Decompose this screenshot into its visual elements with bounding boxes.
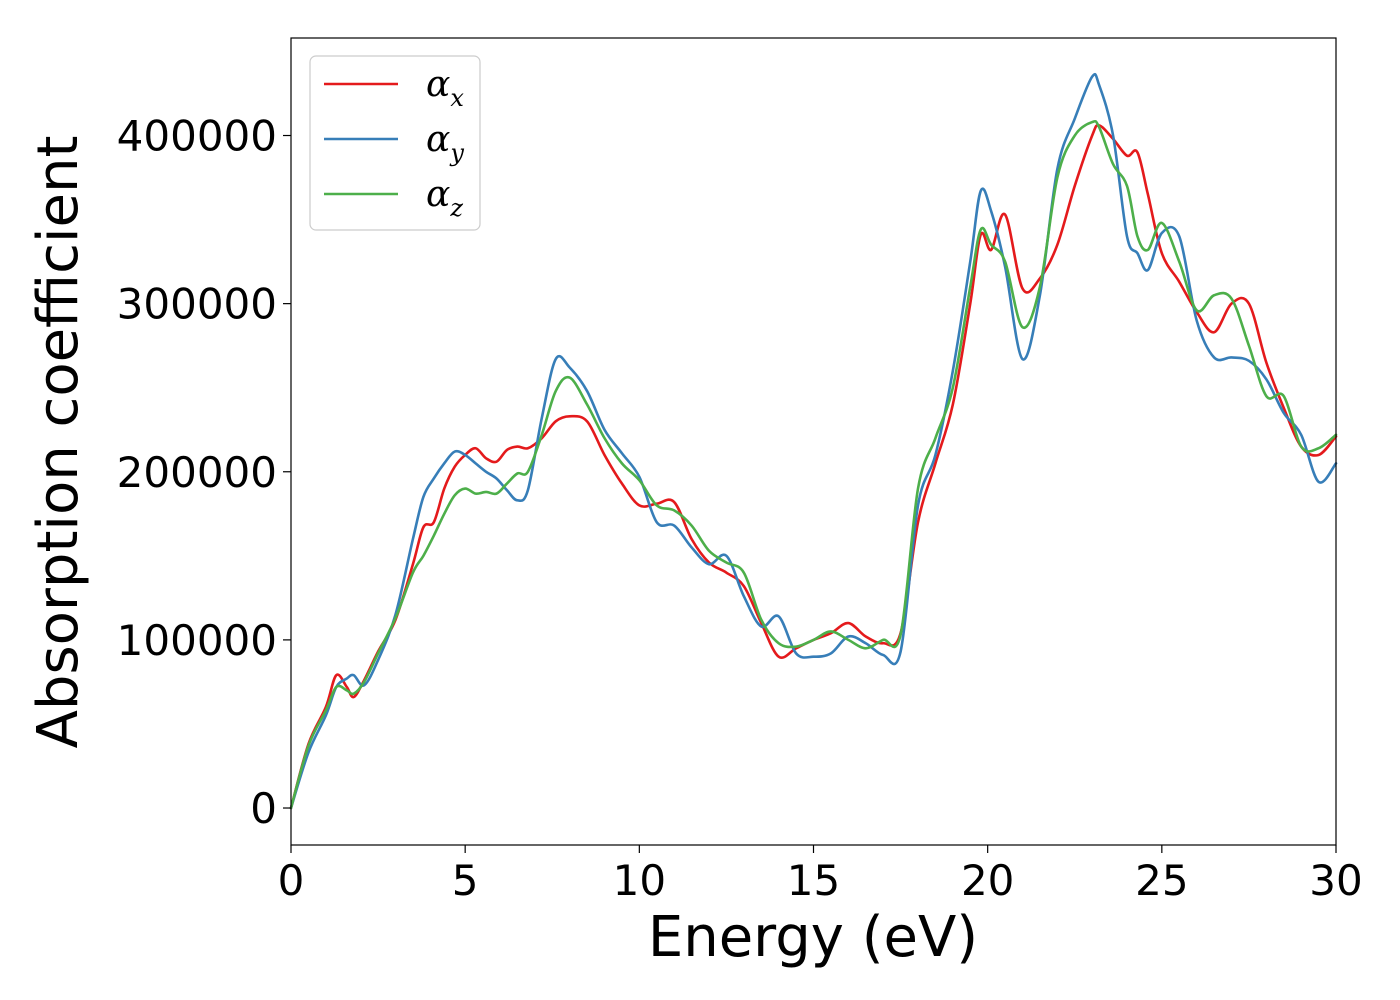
y-tick-label: 100000: [117, 616, 277, 665]
legend-label-x: αx: [426, 64, 464, 112]
x-tick-label: 0: [278, 856, 305, 905]
legend-box: [309, 55, 481, 231]
legend: αx αy αz: [309, 55, 481, 231]
y-tick-label: 300000: [117, 280, 277, 329]
x-tick-label: 10: [613, 856, 666, 905]
y-tick-label: 0: [250, 784, 277, 833]
legend-label-z: αz: [426, 174, 463, 222]
legend-label-y: αy: [426, 119, 464, 167]
x-tick-label: 30: [1309, 856, 1362, 905]
y-tick-label: 400000: [117, 112, 277, 161]
x-axis-label: Energy (eV): [648, 905, 978, 970]
x-axis-ticks: 0 5 10 15 20 25 30: [278, 845, 1363, 905]
series-layer: [289, 72, 1338, 810]
series-line-z: [289, 119, 1338, 810]
y-tick-label: 200000: [117, 448, 277, 497]
series-line-y: [289, 72, 1338, 810]
x-tick-label: 20: [961, 856, 1014, 905]
x-tick-label: 15: [787, 856, 840, 905]
series-line-x: [289, 123, 1338, 810]
x-tick-label: 5: [452, 856, 479, 905]
x-tick-label: 25: [1135, 856, 1188, 905]
y-axis-label: Absorption coefficient: [26, 136, 91, 749]
y-axis-ticks: 0 100000 200000 300000 400000: [117, 112, 291, 833]
